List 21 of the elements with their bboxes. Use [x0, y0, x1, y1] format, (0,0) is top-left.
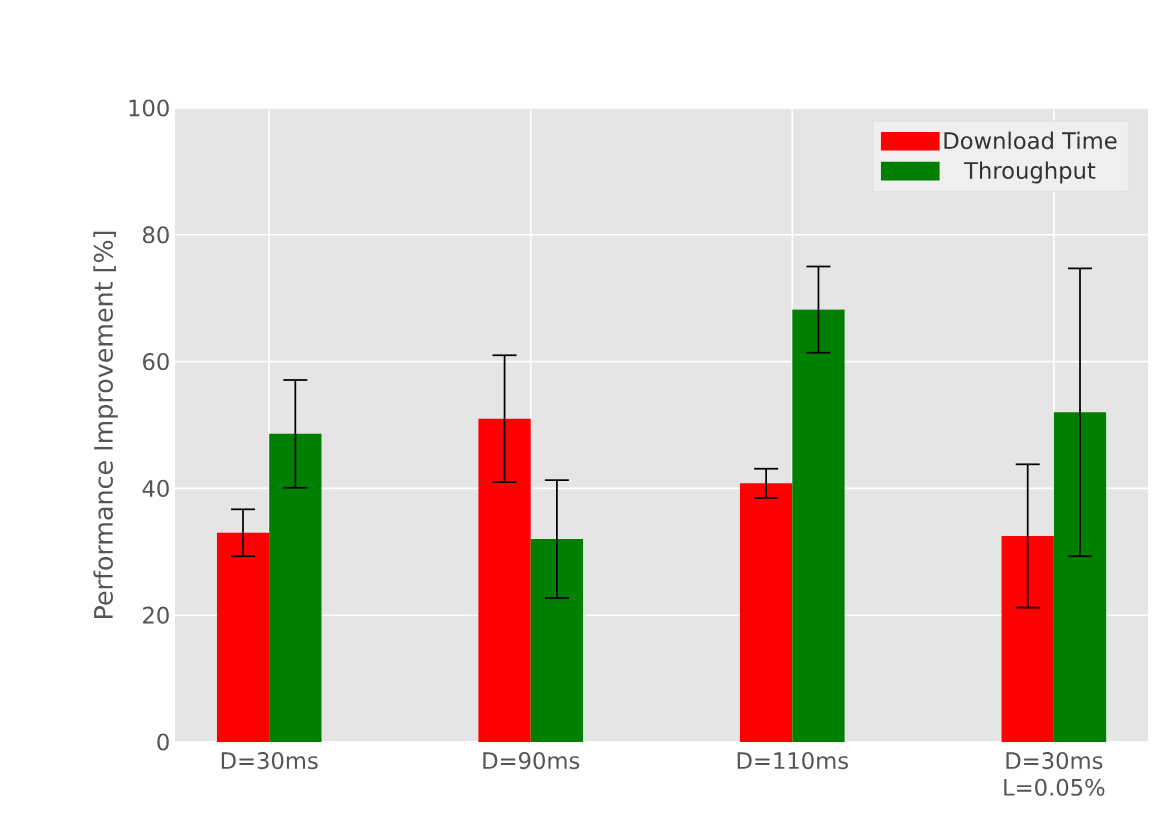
bar	[739, 483, 793, 742]
y-tick-label: 100	[129, 99, 169, 117]
y-tick-label: 20	[143, 606, 169, 624]
y-tick-label: 60	[143, 353, 169, 371]
bar	[478, 418, 531, 742]
bar	[269, 433, 322, 742]
legend-label: Throughput	[964, 161, 1096, 184]
y-tick-label: 40	[142, 479, 169, 497]
x-tick-label: D=110ms	[737, 752, 848, 770]
y-axis-title: Performance Improvement [%]	[93, 231, 118, 618]
bar	[530, 539, 584, 742]
y-tick-label: 80	[143, 226, 169, 244]
legend-label: Download Time	[944, 131, 1117, 150]
y-tick-label: 0	[157, 733, 169, 751]
bar	[792, 309, 845, 742]
bar	[1053, 412, 1107, 742]
x-tick-label: D=30ms	[221, 752, 318, 770]
x-tick-label: D=30ms L=0.05%	[1004, 752, 1105, 796]
bar	[1001, 535, 1054, 742]
bar	[216, 532, 270, 742]
x-tick-label: D=90ms	[483, 752, 580, 770]
